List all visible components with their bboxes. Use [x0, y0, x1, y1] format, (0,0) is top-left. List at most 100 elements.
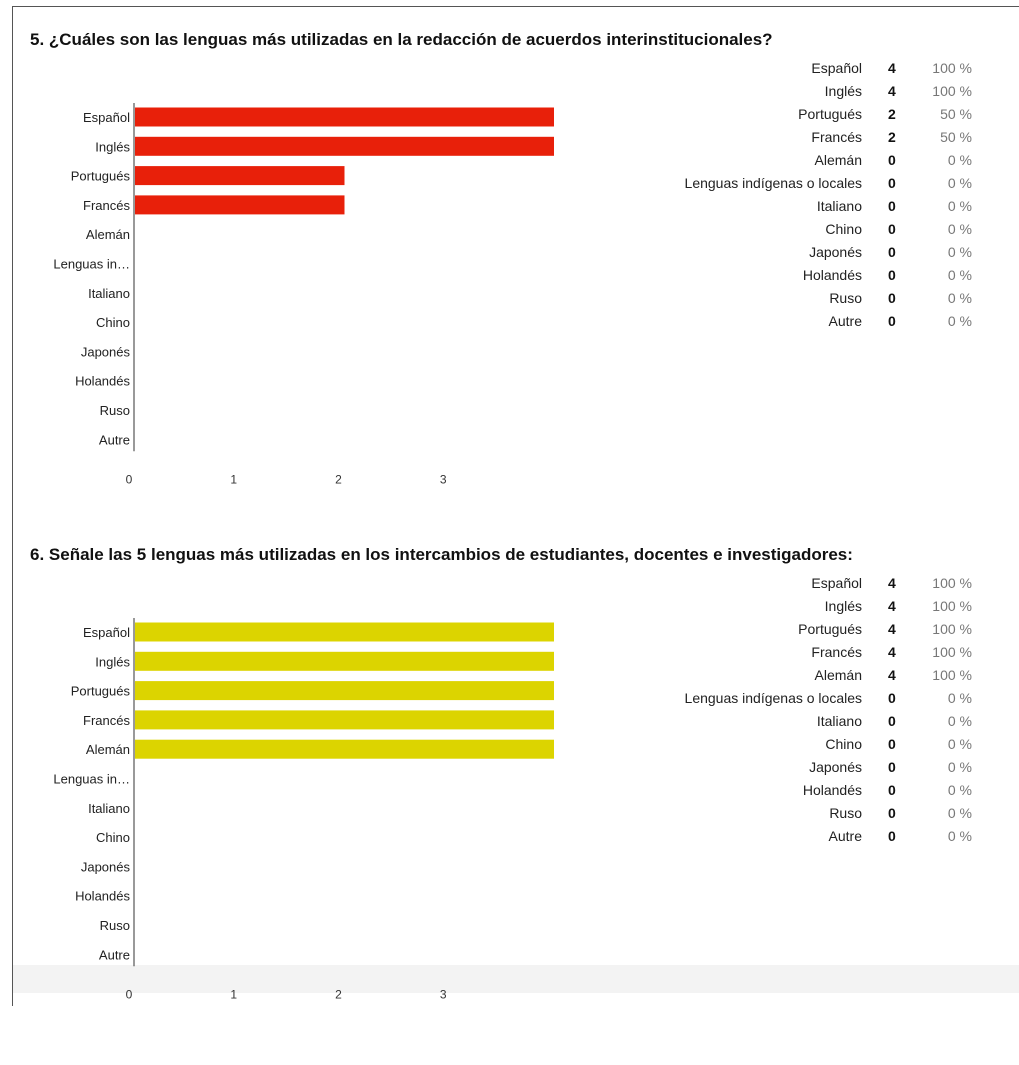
summary-count: 4	[888, 667, 896, 683]
category-label: Español	[83, 625, 130, 640]
category-label: Italiano	[88, 286, 130, 301]
summary-count: 0	[888, 759, 896, 775]
summary-label: Italiano	[816, 198, 862, 214]
summary-count: 0	[888, 267, 896, 283]
category-label: Español	[83, 110, 130, 125]
question-5-title: 5. ¿Cuáles son las lenguas más utilizada…	[30, 30, 773, 49]
summary-label: Lenguas indígenas o locales	[684, 175, 862, 191]
summary-row: Alemán 0 0 %	[600, 149, 1000, 171]
summary-label: Alemán	[814, 152, 862, 168]
summary-label: Lenguas indígenas o locales	[684, 690, 862, 706]
summary-pct: 100 %	[932, 575, 972, 591]
summary-count: 4	[888, 60, 896, 76]
summary-count: 0	[888, 828, 896, 844]
summary-pct: 100 %	[932, 83, 972, 99]
summary-count: 2	[888, 106, 896, 122]
summary-label: Japonés	[809, 759, 862, 775]
summary-row: Autre 0 0 %	[600, 825, 1000, 847]
summary-count: 0	[888, 736, 896, 752]
summary-label: Autre	[828, 828, 862, 844]
summary-pct: 0 %	[947, 828, 972, 844]
summary-label: Chino	[825, 736, 862, 752]
summary-row: Español 4 100 %	[600, 572, 1000, 594]
summary-pct: 0 %	[947, 221, 972, 237]
category-label: Inglés	[95, 654, 130, 669]
x-tick-label: 3	[440, 472, 447, 486]
summary-pct: 100 %	[932, 667, 972, 683]
summary-pct: 100 %	[932, 644, 972, 660]
summary-pct: 0 %	[947, 152, 972, 168]
bar	[135, 622, 554, 642]
summary-row: Ruso 0 0 %	[600, 802, 1000, 824]
x-tick-label: 3	[440, 987, 447, 1001]
summary-row: Inglés 4 100 %	[600, 80, 1000, 102]
x-tick-label: 0	[126, 472, 133, 486]
summary-label: Francés	[811, 644, 862, 660]
summary-row: Alemán 4 100 %	[600, 664, 1000, 686]
category-label: Alemán	[86, 742, 130, 757]
category-label: Japonés	[81, 859, 131, 874]
summary-count: 0	[888, 221, 896, 237]
x-tick-label: 2	[335, 472, 342, 486]
summary-row: Holandés 0 0 %	[600, 779, 1000, 801]
summary-count: 4	[888, 621, 896, 637]
summary-label: Inglés	[824, 598, 862, 614]
summary-label: Japonés	[809, 244, 862, 260]
category-label: Holandés	[75, 374, 130, 389]
summary-pct: 0 %	[947, 198, 972, 214]
summary-row: Ruso 0 0 %	[600, 287, 1000, 309]
category-label: Francés	[83, 198, 130, 213]
summary-count: 0	[888, 313, 896, 329]
summary-pct: 0 %	[947, 267, 972, 283]
summary-label: Ruso	[829, 805, 862, 821]
summary-label: Autre	[828, 313, 862, 329]
summary-row: Italiano 0 0 %	[600, 195, 1000, 217]
category-label: Alemán	[86, 227, 130, 242]
summary-pct: 100 %	[932, 621, 972, 637]
summary-count: 0	[888, 690, 896, 706]
bar	[135, 195, 345, 215]
category-label: Inglés	[95, 139, 130, 154]
summary-count: 0	[888, 152, 896, 168]
summary-count: 4	[888, 598, 896, 614]
summary-count: 0	[888, 782, 896, 798]
category-label: Chino	[96, 315, 130, 330]
summary-count: 4	[888, 644, 896, 660]
summary-pct: 50 %	[940, 106, 972, 122]
summary-label: Español	[811, 60, 862, 76]
category-label: Ruso	[100, 918, 130, 933]
category-label: Portugués	[71, 169, 131, 184]
summary-label: Holandés	[802, 267, 862, 283]
summary-row: Español 4 100 %	[600, 57, 1000, 79]
summary-row: Chino 0 0 %	[600, 218, 1000, 240]
summary-row: Francés 4 100 %	[600, 641, 1000, 663]
summary-pct: 0 %	[947, 313, 972, 329]
summary-pct: 0 %	[947, 713, 972, 729]
x-tick-label: 0	[126, 987, 133, 1001]
category-label: Lenguas in…	[53, 772, 130, 787]
summary-label: Chino	[825, 221, 862, 237]
bar	[135, 136, 554, 156]
question-5-bar-chart: Español Inglés Portugués Francés Alemán Lengu…	[53, 103, 554, 486]
summary-row: Lenguas indígenas o locales 0 0 %	[600, 172, 1000, 194]
summary-count: 0	[888, 805, 896, 821]
summary-pct: 0 %	[947, 759, 972, 775]
summary-row: Lenguas indígenas o locales 0 0 %	[600, 687, 1000, 709]
summary-row: Japonés 0 0 %	[600, 241, 1000, 263]
summary-row: Autre 0 0 %	[600, 310, 1000, 332]
summary-pct: 0 %	[947, 290, 972, 306]
summary-pct: 0 %	[947, 690, 972, 706]
summary-label: Español	[811, 575, 862, 591]
summary-count: 0	[888, 175, 896, 191]
summary-count: 4	[888, 575, 896, 591]
summary-row: Italiano 0 0 %	[600, 710, 1000, 732]
category-label: Chino	[96, 830, 130, 845]
summary-pct: 100 %	[932, 598, 972, 614]
bar	[135, 710, 554, 730]
bar	[135, 681, 554, 701]
category-label: Portugués	[71, 684, 131, 699]
summary-label: Portugués	[798, 106, 862, 122]
category-label: Lenguas in…	[53, 257, 130, 272]
bar	[135, 107, 554, 127]
summary-row: Portugués 4 100 %	[600, 618, 1000, 640]
